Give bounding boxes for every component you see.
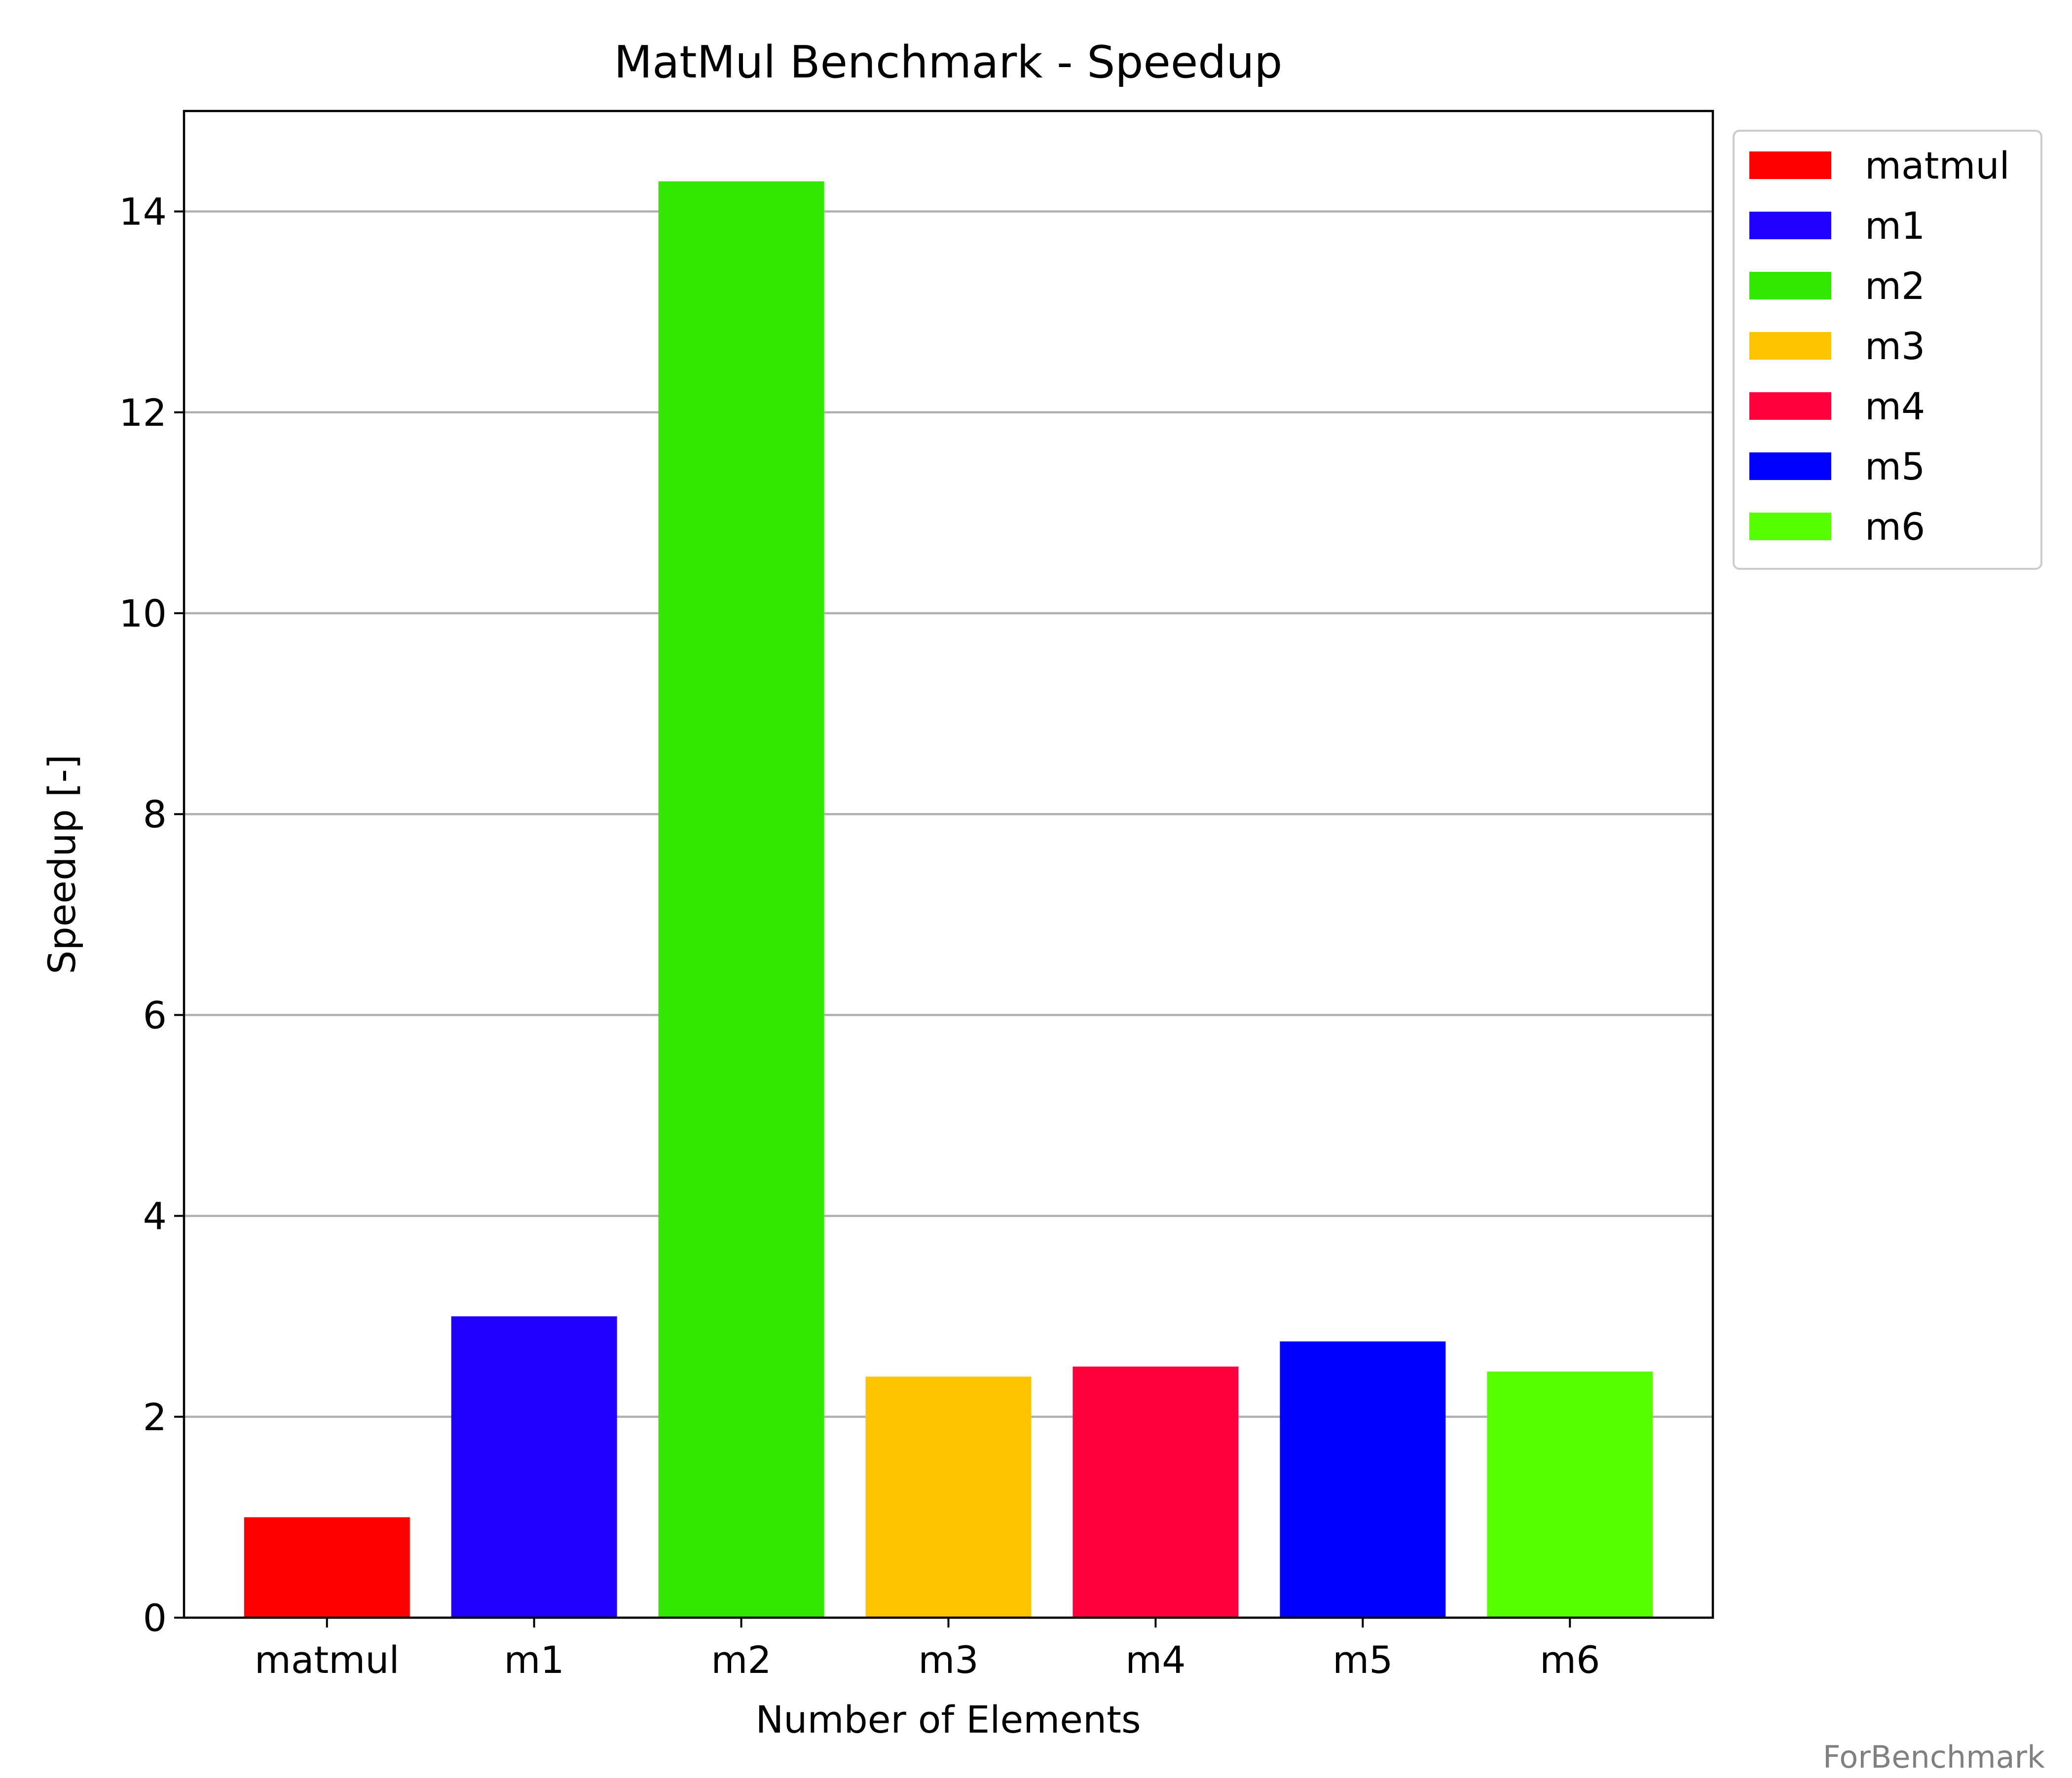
y-tick-label: 4 [143, 1194, 167, 1238]
legend: matmul m1 m2 m3 m4 m5 m6 [1733, 130, 2042, 570]
chart-title: MatMul Benchmark - Speedup [614, 37, 1282, 88]
x-axis: matmul m1 m2 m3 m4 m5 m6 [255, 1618, 1600, 1682]
legend-swatch-m1 [1749, 212, 1831, 239]
bar-m4 [1073, 1367, 1239, 1618]
x-tick-label: m4 [1125, 1638, 1185, 1682]
y-tick-label: 12 [119, 391, 167, 435]
watermark: ForBenchmark [1823, 1739, 2045, 1775]
x-tick-label: m6 [1540, 1638, 1600, 1682]
grid-layer [184, 210, 1713, 1418]
legend-label: m6 [1865, 505, 1925, 549]
bar-layer [244, 181, 1653, 1618]
y-tick-label: 2 [143, 1395, 167, 1439]
y-axis-label: Speedup [-] [40, 754, 84, 974]
legend-label: m2 [1865, 264, 1925, 308]
legend-swatch-matmul [1749, 151, 1831, 179]
bar-m5 [1280, 1341, 1446, 1618]
legend-label: m4 [1865, 384, 1925, 428]
bar-m3 [865, 1376, 1032, 1618]
legend-swatch-m4 [1749, 392, 1831, 420]
y-tick-label: 8 [143, 792, 167, 836]
legend-label: matmul [1865, 144, 2010, 187]
bar-m2 [658, 181, 824, 1618]
x-tick-label: m2 [711, 1638, 771, 1682]
bar-m1 [451, 1316, 617, 1618]
bar-m6 [1487, 1371, 1653, 1618]
x-tick-label: m1 [504, 1638, 564, 1682]
x-tick-label: m5 [1332, 1638, 1393, 1682]
legend-label: m5 [1865, 444, 1925, 488]
y-tick-label: 14 [119, 190, 167, 234]
y-tick-label: 0 [143, 1596, 167, 1640]
legend-swatch-m3 [1749, 332, 1831, 360]
y-tick-label: 10 [119, 592, 167, 635]
legend-swatch-m2 [1749, 272, 1831, 299]
bar-matmul [244, 1517, 410, 1618]
legend-swatch-m5 [1749, 452, 1831, 480]
legend-swatch-m6 [1749, 513, 1831, 540]
legend-label: m3 [1865, 324, 1925, 368]
x-tick-label: m3 [918, 1638, 978, 1682]
x-tick-label: matmul [255, 1638, 400, 1682]
y-tick-label: 6 [143, 993, 167, 1037]
legend-label: m1 [1865, 204, 1925, 248]
x-axis-label: Number of Elements [755, 1698, 1141, 1741]
y-axis: 0 2 4 6 8 10 12 14 [119, 190, 184, 1640]
